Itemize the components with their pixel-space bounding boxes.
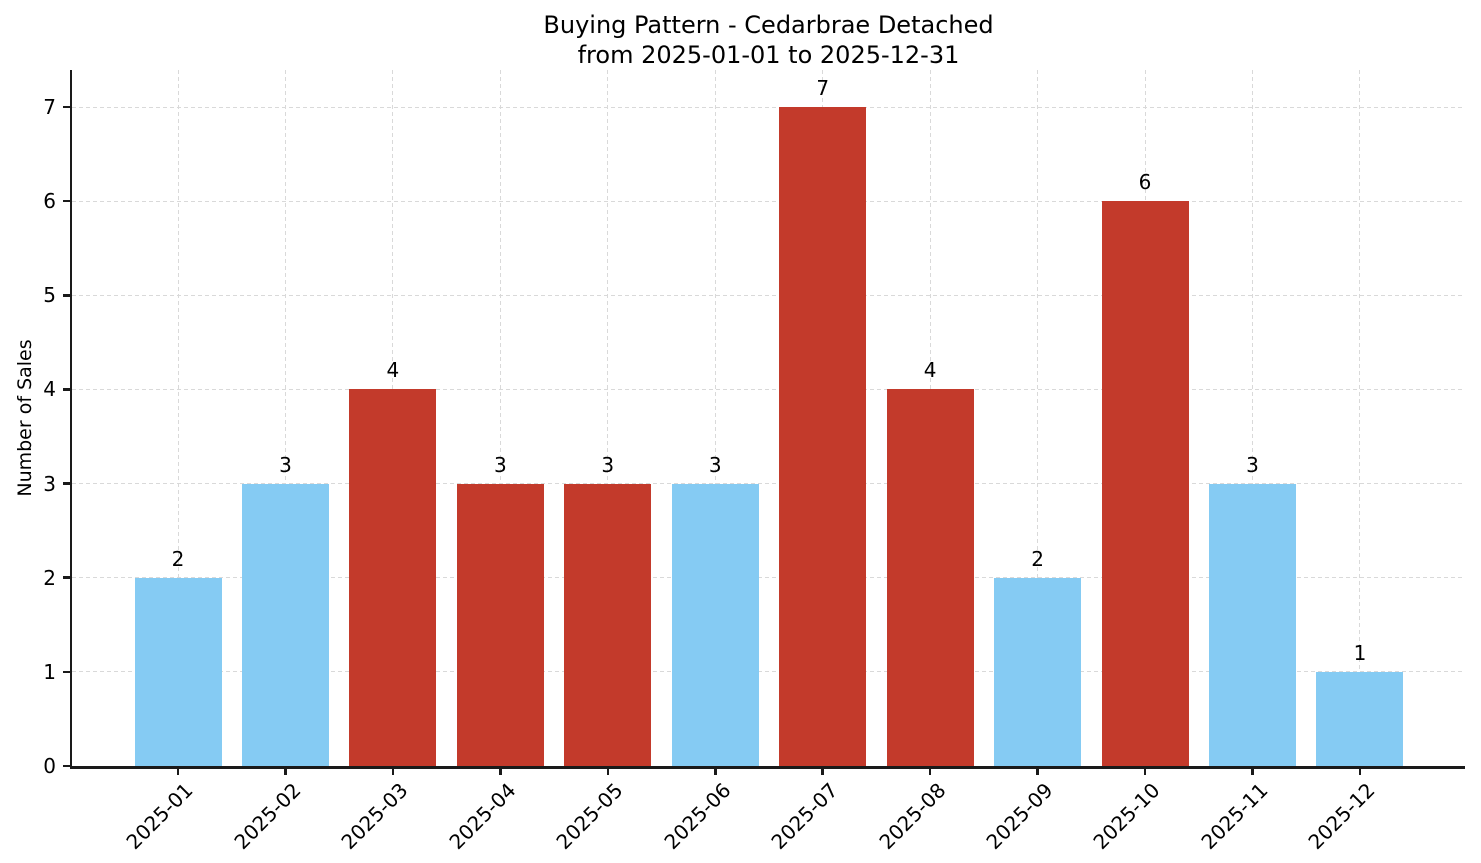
y-tick-label: 6 — [43, 189, 56, 214]
y-tick-mark — [63, 388, 72, 391]
x-tick-mark — [1251, 766, 1254, 775]
bar-value-label: 7 — [816, 76, 830, 100]
gridline-horizontal — [72, 671, 1465, 673]
x-tick-label: 2025-10 — [1088, 778, 1166, 855]
y-tick-label: 2 — [43, 565, 56, 590]
x-tick-mark — [1036, 766, 1039, 775]
x-tick-mark — [1143, 766, 1147, 775]
x-tick-mark — [176, 766, 180, 775]
x-tick-label: 2025-08 — [874, 778, 951, 855]
y-tick-mark — [63, 199, 72, 203]
bar-2025-08 — [886, 389, 974, 766]
x-tick-label: 2025-01 — [121, 778, 198, 855]
x-tick-mark — [391, 766, 395, 775]
y-tick-label: 5 — [43, 283, 56, 308]
gridline-horizontal — [72, 483, 1465, 485]
y-tick-mark — [63, 764, 72, 768]
bar-value-label: 3 — [279, 452, 292, 477]
x-tick-label: 2025-04 — [444, 778, 521, 855]
y-tick-label: 7 — [43, 95, 56, 119]
y-tick-label: 4 — [43, 377, 56, 402]
x-tick-mark — [821, 766, 824, 775]
gridline-horizontal — [72, 200, 1465, 202]
bar-2025-04 — [456, 483, 544, 766]
x-tick-label: 2025-12 — [1303, 778, 1380, 855]
bar-2025-06 — [671, 483, 759, 766]
x-tick-label: 2025-06 — [659, 778, 736, 855]
x-tick-label: 2025-11 — [1196, 778, 1273, 855]
y-tick-label: 1 — [43, 659, 56, 684]
x-tick-mark — [714, 766, 717, 775]
gridline-horizontal — [72, 106, 1465, 108]
gridline-vertical — [177, 70, 179, 766]
bar-value-label: 3 — [708, 452, 722, 477]
gridline-vertical — [284, 70, 286, 766]
bar-value-label: 2 — [171, 546, 185, 571]
chart-title-line1: Buying Pattern - Cedarbrae Detached — [543, 11, 994, 39]
x-tick-mark — [1358, 766, 1362, 775]
x-tick-mark — [928, 766, 932, 775]
gridline-horizontal — [72, 294, 1465, 296]
x-tick-label: 2025-02 — [229, 778, 306, 855]
gridline-vertical — [1252, 70, 1253, 766]
bar-2025-10 — [1101, 201, 1189, 766]
x-tick-label: 2025-09 — [981, 778, 1058, 855]
bar-value-label: 3 — [493, 452, 507, 477]
gridline-vertical — [607, 70, 609, 766]
x-axis-spine — [69, 766, 1465, 769]
bar-value-label: 4 — [386, 358, 400, 383]
bar-value-label: 3 — [601, 452, 615, 477]
bar-value-label: 6 — [1138, 170, 1152, 195]
chart-title-line2: from 2025-01-01 to 2025-12-31 — [577, 41, 960, 69]
y-tick-mark — [63, 670, 72, 674]
gridline-horizontal — [72, 577, 1465, 579]
bar-2025-11 — [1209, 483, 1296, 766]
bar-value-label: 1 — [1353, 640, 1367, 665]
bar-value-label: 4 — [923, 358, 937, 383]
y-axis-spine — [69, 70, 72, 769]
bar-value-label: 3 — [1246, 452, 1259, 477]
gridline-vertical — [1037, 70, 1039, 766]
gridline-vertical — [499, 70, 501, 766]
bar-2025-03 — [349, 389, 437, 766]
bar-2025-01 — [134, 577, 222, 766]
y-tick-mark — [63, 576, 72, 579]
bar-value-label: 2 — [1031, 546, 1044, 571]
bar-2025-12 — [1316, 671, 1404, 766]
y-tick-label: 3 — [43, 471, 56, 496]
x-tick-mark — [606, 766, 610, 775]
bar-2025-05 — [564, 483, 652, 766]
y-tick-mark — [63, 294, 72, 297]
x-tick-mark — [499, 766, 502, 775]
gridline-vertical — [1359, 70, 1361, 766]
chart-title: Buying Pattern - Cedarbrae Detached from… — [72, 10, 1465, 70]
bar-2025-02 — [241, 483, 329, 766]
y-tick-mark — [63, 105, 72, 109]
x-tick-label: 2025-07 — [766, 778, 843, 855]
y-tick-label: 0 — [43, 754, 56, 778]
x-tick-label: 2025-03 — [336, 778, 413, 855]
gridline-vertical — [714, 70, 716, 766]
x-tick-label: 2025-05 — [551, 778, 628, 855]
y-tick-mark — [63, 482, 72, 485]
bar-2025-09 — [994, 577, 1082, 766]
x-tick-mark — [284, 766, 287, 775]
gridline-horizontal — [72, 388, 1465, 390]
bar-2025-07 — [779, 107, 867, 766]
